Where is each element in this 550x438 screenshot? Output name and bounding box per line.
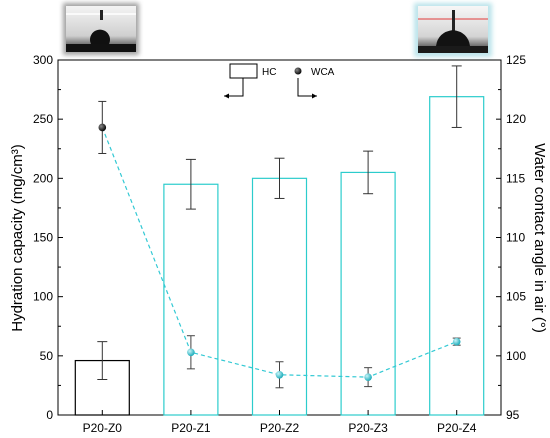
y2-tick-label: 95 (506, 408, 520, 422)
wca-point (187, 348, 195, 357)
wca-point (98, 123, 107, 132)
x-tick-label: P20-Z3 (348, 421, 388, 435)
y2-axis-title: Water contact angle in air (°) (531, 143, 548, 333)
y-tick-label: 50 (40, 349, 54, 363)
wca-point (452, 337, 461, 346)
legend-wca-symbol (294, 67, 302, 75)
legend-wca-label: WCA (311, 67, 335, 78)
y-tick-label: 200 (33, 171, 53, 185)
y2-tick-label: 110 (506, 231, 525, 245)
x-tick-label: P20-Z2 (260, 421, 300, 435)
wca-point (275, 370, 284, 379)
droplet-photo-left (63, 3, 139, 55)
x-tick-label: P20-Z4 (437, 421, 477, 435)
x-tick-label: P20-Z1 (171, 421, 211, 435)
legend-wca-arrow (297, 78, 317, 97)
x-tick-label: P20-Z0 (83, 421, 123, 435)
y-axis-title: Hydration capacity (mg/cm³) (9, 144, 26, 332)
legend-hc-arrowhead (224, 93, 229, 99)
y-tick-label: 300 (33, 53, 53, 67)
y-tick-label: 150 (33, 231, 53, 245)
y-tick-label: 100 (33, 290, 53, 304)
droplet-photo-right (414, 3, 492, 57)
wca-point (364, 373, 372, 381)
bar (163, 183, 219, 416)
legend-hc-symbol (229, 63, 258, 79)
wca-dashed-line (101, 127, 457, 378)
y2-tick-label: 120 (506, 112, 526, 126)
legend: HC WCA (224, 63, 335, 99)
bar (429, 96, 485, 416)
y-tick-label: 250 (33, 112, 53, 126)
y2-tick-label: 125 (506, 53, 526, 67)
legend-hc-arrow (224, 78, 244, 97)
y-tick-label: 0 (46, 408, 53, 422)
legend-wca-arrowhead (312, 93, 317, 99)
y2-tick-label: 100 (506, 349, 526, 363)
legend-hc-label: HC (262, 67, 276, 78)
y2-tick-label: 105 (506, 290, 526, 304)
y2-tick-label: 115 (506, 171, 525, 185)
